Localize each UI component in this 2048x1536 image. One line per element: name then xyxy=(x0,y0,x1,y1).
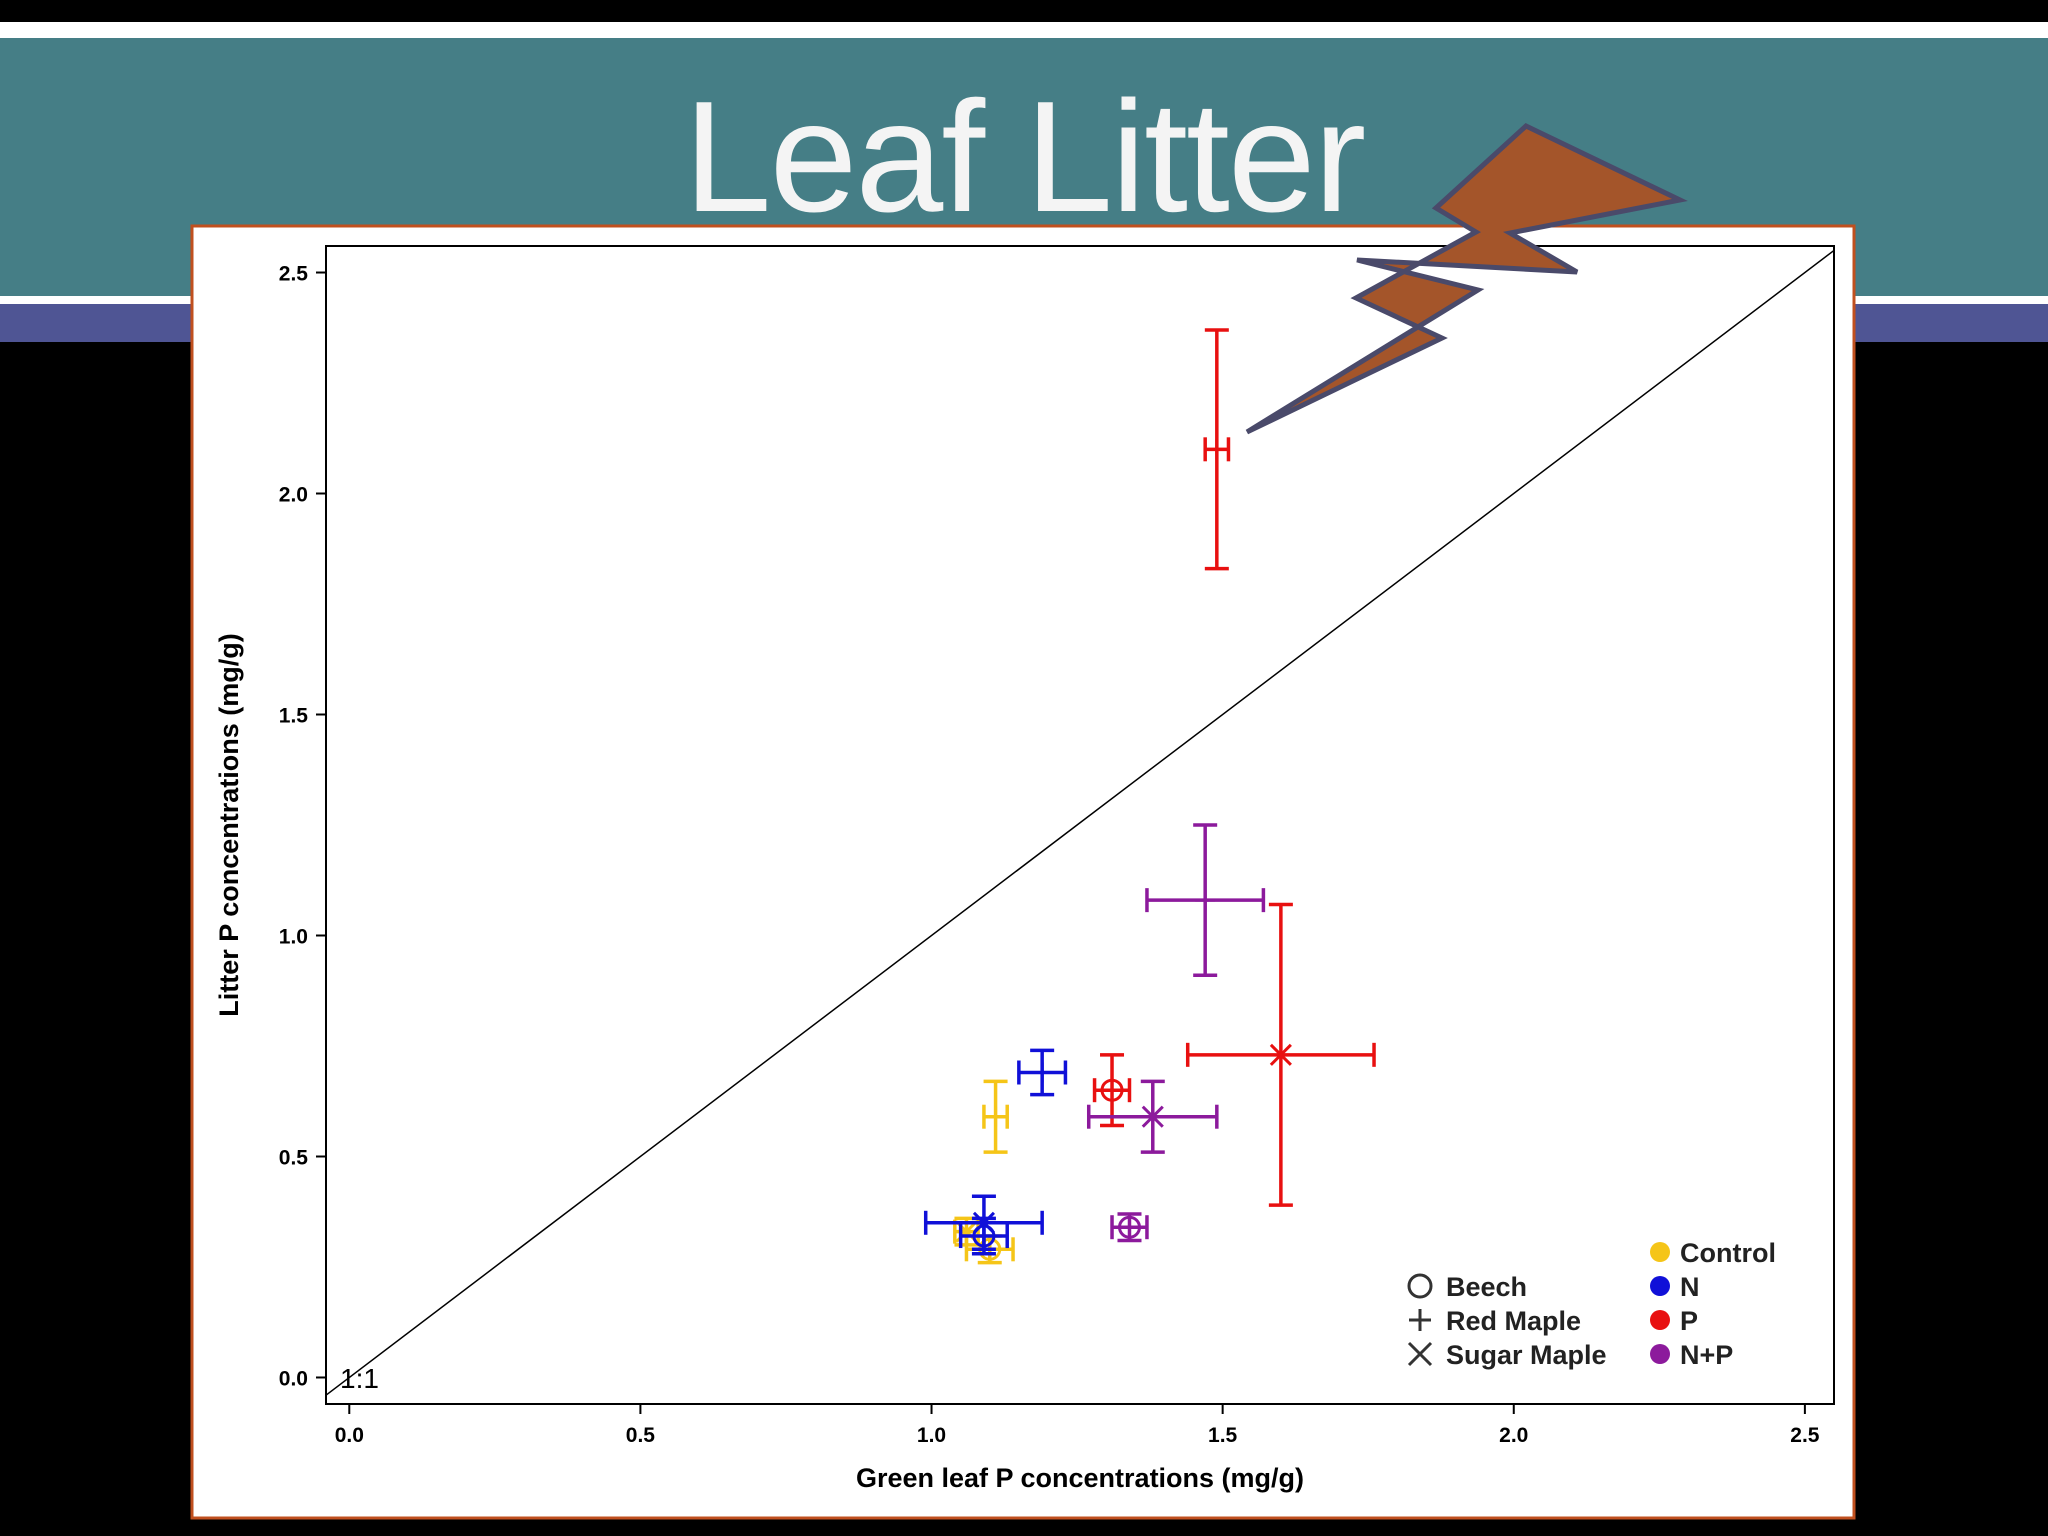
legend-treatment-swatch xyxy=(1650,1310,1670,1330)
x-tick-label: 1.0 xyxy=(917,1424,946,1447)
x-axis-label: Green leaf P concentrations (mg/g) xyxy=(856,1463,1304,1493)
legend-treatment-swatch xyxy=(1650,1276,1670,1296)
x-tick-label: 0.5 xyxy=(626,1424,656,1447)
data-point xyxy=(1145,823,1266,978)
x-tick-label: 2.5 xyxy=(1790,1424,1820,1447)
data-point xyxy=(1086,1079,1219,1154)
y-tick-label: 2.0 xyxy=(279,484,308,507)
y-tick-label: 1.0 xyxy=(279,925,308,948)
legend-treatment-label: P xyxy=(1680,1306,1698,1336)
y-tick-label: 2.5 xyxy=(279,263,309,286)
point-marker xyxy=(1100,1078,1124,1102)
legend-treatment-swatch xyxy=(1650,1242,1670,1262)
legend-species-marker xyxy=(1407,1341,1433,1367)
x-marker-b xyxy=(1407,1341,1433,1367)
y-tick-label: 0.5 xyxy=(279,1146,309,1169)
x-axis: 0.0 0.5 1.0 1.5 2.0 2.5 xyxy=(335,1404,1820,1447)
y-axis-label: Litter P concentrations (mg/g) xyxy=(214,633,244,1017)
data-point xyxy=(923,1194,1044,1252)
point-marker xyxy=(1269,1043,1292,1066)
x-marker-b xyxy=(972,1211,995,1234)
x-tick-label: 2.0 xyxy=(1499,1424,1528,1447)
point-marker xyxy=(1117,1215,1141,1239)
plot-area xyxy=(325,245,1835,1405)
one-to-one-label: 1:1 xyxy=(340,1363,379,1394)
x-tick-label: 1.5 xyxy=(1208,1424,1238,1447)
legend-species-marker xyxy=(1407,1273,1433,1299)
data-point xyxy=(1110,1212,1149,1243)
data-point xyxy=(982,1079,1009,1154)
y-tick-label: 0.0 xyxy=(279,1367,308,1390)
x-marker-b xyxy=(1141,1105,1164,1128)
legend-species-label: Beech xyxy=(1446,1272,1527,1302)
y-axis: 0.0 0.5 1.0 1.5 2.0 2.5 xyxy=(279,263,326,1390)
legend-species-marker xyxy=(1409,1309,1431,1331)
data-point xyxy=(1017,1048,1068,1097)
legend-species-label: Red Maple xyxy=(1446,1306,1581,1336)
circle-marker-shape xyxy=(1407,1273,1433,1299)
x-marker-b xyxy=(1269,1043,1292,1066)
point-marker xyxy=(1195,890,1216,911)
data-point xyxy=(1185,902,1376,1207)
point-marker xyxy=(1141,1105,1164,1128)
legend-species-label: Sugar Maple xyxy=(1446,1340,1607,1370)
point-marker xyxy=(1032,1062,1053,1083)
data-point xyxy=(1092,1053,1132,1128)
point-marker xyxy=(972,1211,995,1234)
legend-treatment-label: Control xyxy=(1680,1238,1776,1268)
top-white-bar xyxy=(0,22,2048,38)
circle-marker-shape xyxy=(1117,1215,1141,1239)
data-point xyxy=(1203,328,1231,571)
legend-treatment-label: N xyxy=(1680,1272,1700,1302)
point-marker xyxy=(1206,439,1227,460)
point-marker xyxy=(985,1106,1006,1127)
data-points xyxy=(923,328,1376,1265)
legend: Beech Red Maple Sugar Maple Control NP N+P xyxy=(1407,1238,1776,1370)
y-tick-label: 1.5 xyxy=(279,705,309,728)
x-tick-label: 0.0 xyxy=(335,1424,364,1447)
legend-treatment-swatch xyxy=(1650,1344,1670,1364)
one-to-one-line xyxy=(325,249,1835,1396)
circle-marker-shape xyxy=(1100,1078,1124,1102)
legend-treatment-label: N+P xyxy=(1680,1340,1733,1370)
